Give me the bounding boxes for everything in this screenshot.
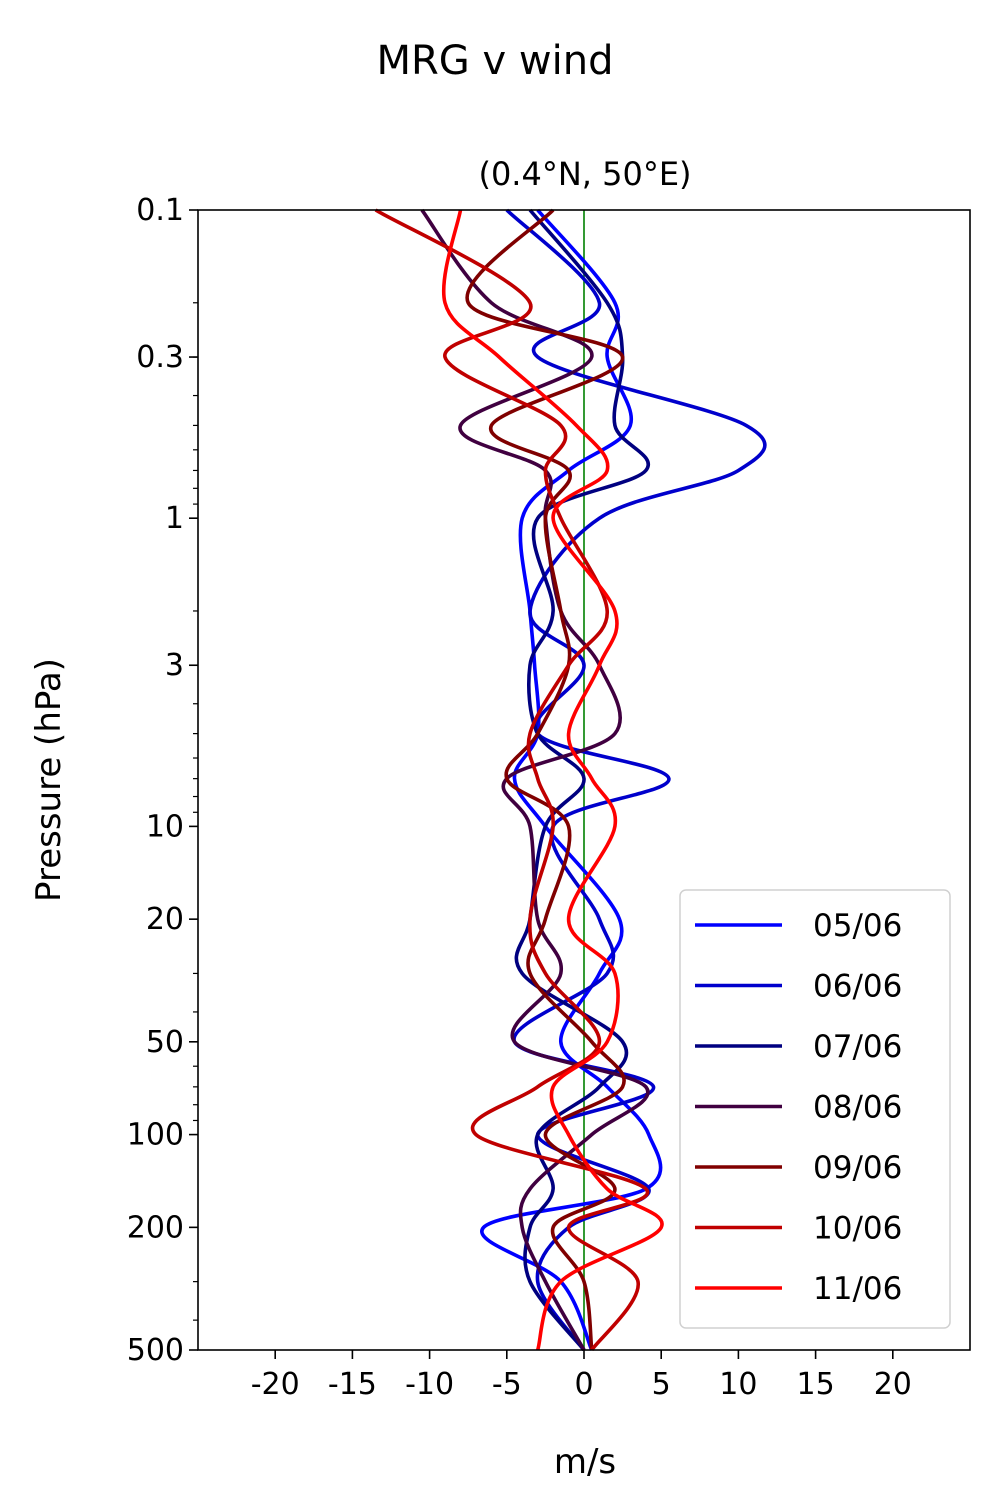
y-tick-label: 0.1 [136, 193, 184, 228]
legend-label: 11/06 [813, 1271, 902, 1307]
x-tick-label: 5 [652, 1367, 671, 1402]
y-tick-label: 10 [146, 809, 184, 844]
x-tick-label: 20 [874, 1367, 912, 1402]
legend-label: 09/06 [813, 1150, 902, 1186]
chart-title: MRG v wind [377, 38, 614, 84]
series-layer [374, 208, 767, 1352]
x-tick-label: 10 [719, 1367, 757, 1402]
series-line-10-06 [374, 208, 650, 1352]
y-axis-label: Pressure (hPa) [29, 658, 69, 902]
y-tick-label: 500 [127, 1333, 184, 1368]
legend-label: 05/06 [813, 908, 902, 944]
y-tick-label: 200 [127, 1210, 184, 1245]
y-axis: 0.1 0.3 1 3 10 20 50 100 200 500 [127, 193, 198, 1368]
x-tick-label: -15 [328, 1367, 377, 1402]
y-tick-label: 0.3 [136, 340, 184, 375]
legend-frame [679, 889, 951, 1329]
x-axis: -20 -15 -10 -5 0 5 10 15 20 [251, 1350, 912, 1402]
legend-label: 06/06 [813, 969, 902, 1005]
series-line-07-06 [514, 208, 651, 1352]
legend-label: 07/06 [813, 1029, 902, 1065]
y-tick-label: 1 [165, 501, 184, 536]
y-tick-label: 100 [127, 1118, 184, 1153]
legend-label: 08/06 [813, 1090, 902, 1126]
y-tick-label: 3 [165, 648, 184, 683]
y-tick-label: 20 [146, 902, 184, 937]
series-line-08-06 [420, 208, 650, 1351]
x-tick-label: 15 [797, 1367, 835, 1402]
x-tick-label: -5 [492, 1367, 522, 1402]
legend-label: 10/06 [813, 1211, 902, 1247]
y-tick-label: 50 [146, 1025, 184, 1060]
x-axis-label: m/s [554, 1442, 616, 1482]
plot-frame [197, 209, 971, 1351]
x-tick-label: 0 [574, 1367, 593, 1402]
legend: 05/06 06/06 07/06 08/06 09/06 10/06 11/06 [679, 889, 951, 1329]
x-tick-label: -20 [251, 1367, 300, 1402]
chart-subtitle: (0.4°N, 50°E) [478, 155, 691, 193]
series-line-11-06 [442, 209, 664, 1351]
x-tick-label: -10 [405, 1367, 454, 1402]
